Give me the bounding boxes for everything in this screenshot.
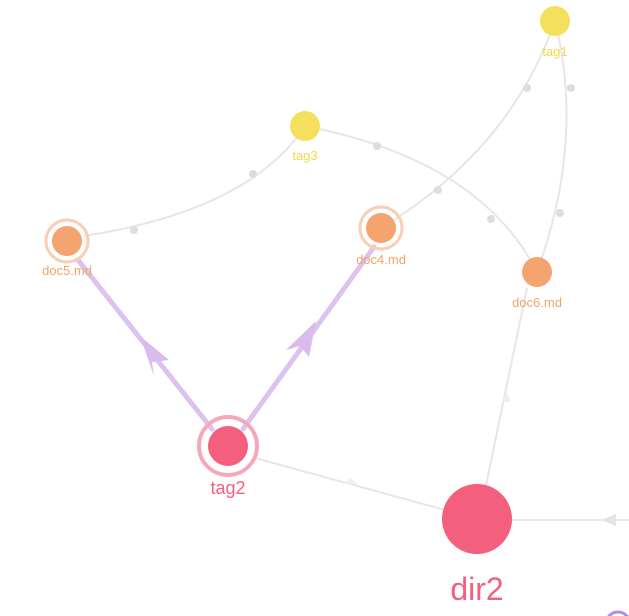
node-tag3-label: tag3 bbox=[292, 148, 317, 163]
node-doc6-label: doc6.md bbox=[512, 295, 562, 310]
node-tag1[interactable]: tag1 bbox=[540, 6, 570, 59]
highlight-arrow-doc5 bbox=[140, 336, 169, 376]
edge-doc5-tag3 bbox=[83, 125, 306, 237]
highlighted-edges bbox=[75, 244, 377, 432]
edge-dot bbox=[556, 209, 564, 217]
node-tag2-circle[interactable] bbox=[208, 426, 248, 466]
edge-dot bbox=[487, 215, 495, 223]
edge-dot bbox=[249, 170, 257, 178]
node-doc4-ring bbox=[358, 205, 404, 251]
node-doc6-circle[interactable] bbox=[522, 257, 552, 287]
node-tag2-ring bbox=[197, 415, 259, 477]
node-tag1-circle[interactable] bbox=[540, 6, 570, 36]
node-dir2-label: dir2 bbox=[450, 571, 503, 607]
node-doc5-ring bbox=[44, 218, 90, 264]
node-tag2[interactable]: tag2 bbox=[197, 415, 259, 498]
node-doc5[interactable]: doc5.md bbox=[42, 218, 92, 278]
node-doc4-label: doc4.md bbox=[356, 252, 406, 267]
arrowhead-doc6-dir2 bbox=[503, 392, 511, 402]
edge-dot bbox=[373, 142, 381, 150]
edge-dots bbox=[130, 84, 575, 234]
edge-doc4-tag1 bbox=[380, 20, 556, 229]
edge-dot bbox=[130, 226, 138, 234]
arrowhead-tag2-dir2 bbox=[344, 478, 358, 484]
node-tag2-label: tag2 bbox=[210, 478, 245, 498]
node-doc6[interactable]: doc6.md bbox=[512, 257, 562, 310]
offscreen-node-fragment bbox=[607, 610, 629, 616]
node-doc4-circle[interactable] bbox=[366, 213, 396, 243]
edge-dot bbox=[523, 84, 531, 92]
edge-doc6-dir2 bbox=[484, 287, 528, 491]
edge-dot bbox=[434, 186, 442, 194]
edge-tag3-doc6 bbox=[304, 125, 538, 273]
arrowhead-offscreen bbox=[601, 514, 616, 526]
node-tag1-label: tag1 bbox=[542, 44, 567, 59]
node-tag3-circle[interactable] bbox=[290, 111, 320, 141]
node-doc5-circle[interactable] bbox=[52, 226, 82, 256]
highlight-arrow-doc4 bbox=[286, 321, 316, 357]
node-tag3[interactable]: tag3 bbox=[290, 111, 320, 163]
node-dir2-circle[interactable] bbox=[442, 484, 512, 554]
edge-tag1-doc6 bbox=[536, 20, 568, 273]
edge-dot bbox=[567, 84, 575, 92]
node-doc4[interactable]: doc4.md bbox=[356, 205, 406, 267]
node-doc5-label: doc5.md bbox=[42, 263, 92, 278]
node-dir2[interactable]: dir2 bbox=[442, 484, 512, 607]
